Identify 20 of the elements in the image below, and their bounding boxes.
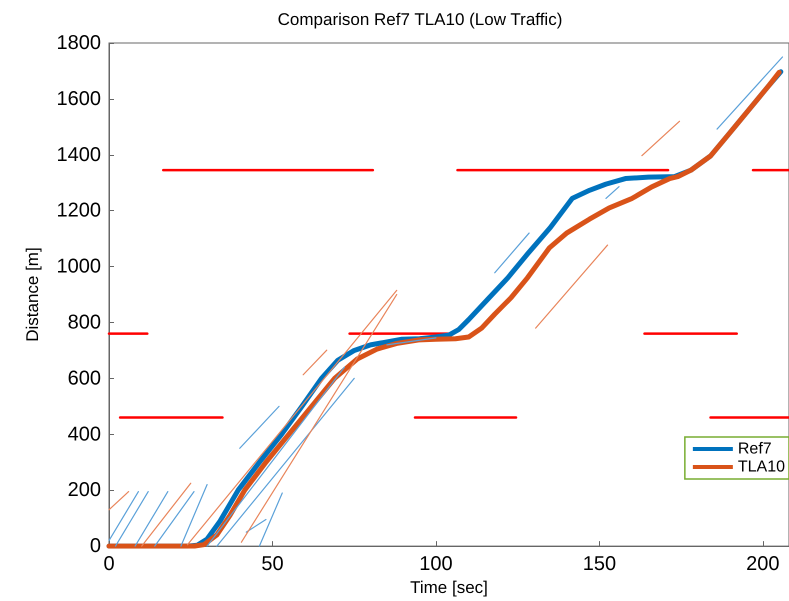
y-tick-label: 1400 <box>56 144 101 166</box>
chart-title: Comparison Ref7 TLA10 (Low Traffic) <box>278 10 562 29</box>
x-tick-label: 150 <box>582 553 616 576</box>
x-axis-title: Time [sec] <box>410 578 488 597</box>
x-tick-label: 100 <box>419 553 453 576</box>
y-tick-label: 600 <box>68 367 101 390</box>
y-tick-label: 200 <box>68 479 101 502</box>
legend-label: Ref7 <box>738 440 772 458</box>
y-tick-label: 400 <box>68 423 101 446</box>
x-tick-label: 50 <box>261 553 284 576</box>
x-tick-label: 200 <box>746 553 780 576</box>
y-tick-label: 1200 <box>56 200 101 222</box>
y-tick-label: 0 <box>90 535 101 558</box>
y-tick-label: 1800 <box>56 32 101 54</box>
y-tick-label: 1000 <box>56 256 101 278</box>
y-axis-title: Distance [m] <box>23 247 42 342</box>
x-tick-label: 0 <box>103 553 115 576</box>
legend-label: TLA10 <box>738 458 786 476</box>
y-tick-label: 800 <box>68 312 101 334</box>
y-tick-label: 1600 <box>56 88 101 110</box>
